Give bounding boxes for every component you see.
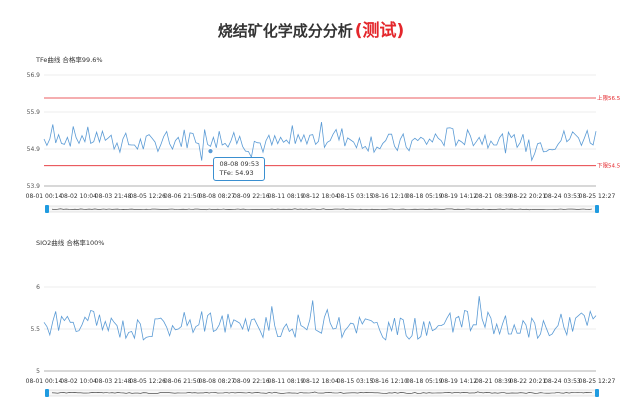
tooltip-value: TFe: 54.93 bbox=[219, 169, 254, 178]
x-tick-label: 08-22 20:21 bbox=[510, 193, 547, 200]
x-tick-label: 08-24 03:53 bbox=[544, 193, 581, 200]
series-line bbox=[43, 121, 597, 162]
x-tick-label: 08-21 08:39 bbox=[475, 378, 512, 385]
x-tick-label: 08-12 18:04 bbox=[302, 193, 339, 200]
x-tick-label: 08-05 12:26 bbox=[129, 378, 166, 385]
x-tick-label: 08-03 21:48 bbox=[95, 378, 132, 385]
x-tick-label: 08-01 00:14 bbox=[26, 378, 63, 385]
x-tick-label: 08-08 08:27 bbox=[198, 378, 235, 385]
x-tick-label: 08-02 10:04 bbox=[60, 378, 97, 385]
x-tick-label: 08-25 12:27 bbox=[579, 378, 616, 385]
x-tick-label: 08-16 12:10 bbox=[371, 193, 408, 200]
y-tick-label: 56.9 bbox=[27, 72, 41, 79]
x-tick-label: 08-09 22:16 bbox=[233, 193, 270, 200]
x-tick-label: 08-18 05:19 bbox=[406, 378, 443, 385]
y-tick-label: 54.9 bbox=[27, 146, 41, 153]
title-main: 烧结矿化学成分分析 bbox=[217, 22, 353, 40]
title-test-tag: (测试) bbox=[354, 21, 405, 41]
x-tick-label: 08-11 08:19 bbox=[268, 193, 305, 200]
x-tick-label: 08-18 05:19 bbox=[406, 193, 443, 200]
zoom-handle-right bbox=[595, 389, 599, 397]
zoom-slider-preview bbox=[51, 208, 593, 211]
zoom-handle-left bbox=[45, 205, 49, 213]
x-tick-label: 08-15 03:15 bbox=[337, 378, 374, 385]
highlighted-point bbox=[207, 148, 214, 155]
y-tick-label: 6 bbox=[36, 284, 40, 291]
x-tick-label: 08-11 08:19 bbox=[268, 378, 305, 385]
x-tick-label: 08-16 12:10 bbox=[371, 378, 408, 385]
chart-caption: TFe曲线 合格率99.6% bbox=[35, 55, 103, 64]
x-tick-label: 08-01 00:14 bbox=[26, 193, 63, 200]
y-tick-label: 53.9 bbox=[27, 183, 41, 190]
zoom-handle-right bbox=[595, 205, 599, 213]
x-tick-label: 08-19 14:12 bbox=[440, 193, 477, 200]
x-tick-label: 08-03 21:48 bbox=[95, 193, 132, 200]
x-tick-label: 08-09 22:16 bbox=[233, 378, 270, 385]
x-tick-label: 08-02 10:04 bbox=[60, 193, 97, 200]
lower-limit-label: 下限54.5 bbox=[597, 162, 621, 170]
zoom-handle-left bbox=[45, 389, 49, 397]
upper-limit-label: 上限56.5 bbox=[597, 94, 621, 102]
series-line bbox=[43, 296, 597, 341]
x-tick-label: 08-06 21:50 bbox=[164, 193, 201, 200]
x-tick-label: 08-21 08:39 bbox=[475, 193, 512, 200]
x-tick-label: 08-06 21:50 bbox=[164, 378, 201, 385]
chart-caption: SIO2曲线 合格率100% bbox=[36, 238, 104, 247]
zoom-slider-preview bbox=[51, 391, 593, 394]
x-tick-label: 08-08 08:27 bbox=[198, 193, 235, 200]
y-tick-label: 55.9 bbox=[27, 109, 41, 116]
x-tick-label: 08-25 12:27 bbox=[579, 193, 616, 200]
page-title: 烧结矿化学成分分析 (测试) bbox=[0, 16, 622, 41]
x-tick-label: 08-05 12:26 bbox=[129, 193, 166, 200]
y-tick-label: 5.5 bbox=[30, 326, 40, 333]
x-tick-label: 08-19 14:12 bbox=[440, 378, 477, 385]
x-tick-label: 08-24 03:53 bbox=[544, 378, 581, 385]
data-tooltip: 08-08 09:53 TFe: 54.93 bbox=[213, 157, 266, 182]
x-tick-label: 08-12 18:04 bbox=[302, 378, 339, 385]
y-tick-label: 5 bbox=[36, 368, 40, 375]
x-tick-label: 08-15 03:15 bbox=[337, 193, 374, 200]
x-tick-label: 08-22 20:21 bbox=[510, 378, 547, 385]
tooltip-time: 08-08 09:53 bbox=[219, 160, 260, 169]
